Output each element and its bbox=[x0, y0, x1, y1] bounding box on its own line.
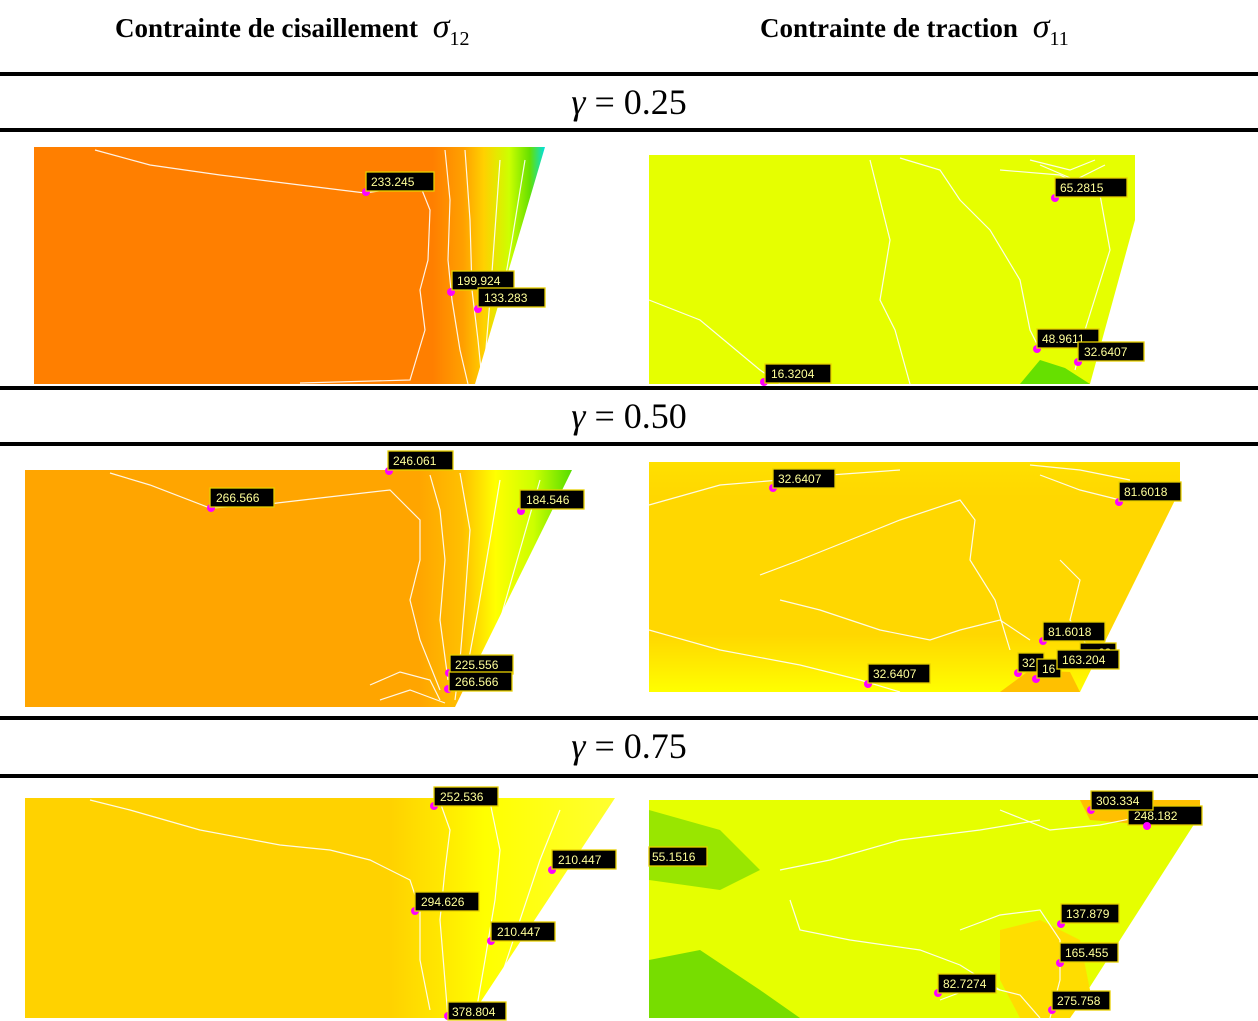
svg-text:32.6407: 32.6407 bbox=[1084, 345, 1128, 359]
plot-tension-gamma-025 bbox=[648, 155, 1135, 385]
svg-text:266.566: 266.566 bbox=[455, 675, 499, 689]
value-tag: 184.546 bbox=[517, 489, 585, 515]
svg-text:225.556: 225.556 bbox=[455, 658, 499, 672]
header-tensile-stress: Contrainte de traction σ11 bbox=[760, 8, 1069, 51]
value-tag: 81.6018 bbox=[1115, 481, 1182, 506]
rule-under-gamma-1 bbox=[0, 128, 1258, 132]
svg-text:137.879: 137.879 bbox=[1066, 907, 1110, 921]
svg-text:133.283: 133.283 bbox=[484, 291, 528, 305]
value-tag: 137.879 bbox=[1057, 903, 1120, 928]
value-tag: 133.283 bbox=[474, 287, 546, 313]
value-tag: 81.6018 bbox=[1039, 621, 1106, 645]
rule-above-gamma-2 bbox=[0, 386, 1258, 390]
value-tag: 266.566 bbox=[207, 487, 275, 512]
value-tag: 303.334 bbox=[1087, 790, 1154, 814]
svg-text:248.182: 248.182 bbox=[1134, 809, 1178, 823]
svg-text:210.447: 210.447 bbox=[497, 925, 541, 939]
rule-above-gamma-3 bbox=[0, 716, 1258, 720]
value-tag: 165.455 bbox=[1056, 942, 1119, 967]
value-tag: 210.447 bbox=[548, 849, 617, 874]
header-tensile-symbol: σ11 bbox=[1032, 8, 1069, 50]
value-tag: 16 bbox=[1032, 658, 1062, 683]
svg-text:210.447: 210.447 bbox=[558, 853, 602, 867]
value-tag: 252.536 bbox=[430, 786, 499, 810]
svg-text:184.546: 184.546 bbox=[526, 493, 570, 507]
svg-text:65.2815: 65.2815 bbox=[1060, 181, 1104, 195]
rule-under-gamma-2 bbox=[0, 442, 1258, 446]
svg-text:32: 32 bbox=[1022, 656, 1036, 670]
svg-text:32.6407: 32.6407 bbox=[873, 667, 917, 681]
value-tag: 246.061 bbox=[385, 450, 454, 475]
svg-text:55.1516: 55.1516 bbox=[652, 850, 696, 864]
value-tag: 32.6407 bbox=[1074, 341, 1145, 366]
svg-text:294.626: 294.626 bbox=[421, 895, 465, 909]
gamma-label-1: γ = 0.25 bbox=[571, 82, 687, 122]
svg-text:303.334: 303.334 bbox=[1096, 794, 1140, 808]
value-tag: 32 bbox=[1014, 652, 1045, 677]
value-tag: 275.758 bbox=[1048, 990, 1111, 1014]
value-tag: 233.245 bbox=[362, 171, 435, 196]
plot-shear-gamma-050 bbox=[25, 470, 572, 707]
svg-text:275.758: 275.758 bbox=[1057, 994, 1101, 1008]
svg-text:246.061: 246.061 bbox=[393, 454, 437, 468]
value-tag: 55.1516 bbox=[648, 846, 708, 867]
svg-text:81.6018: 81.6018 bbox=[1048, 625, 1092, 639]
value-tag bbox=[1143, 822, 1151, 830]
header-tensile-text: Contrainte de traction bbox=[760, 13, 1018, 43]
header-shear-symbol: σ12 bbox=[432, 8, 470, 50]
svg-text:199.924: 199.924 bbox=[457, 274, 501, 288]
svg-text:252.536: 252.536 bbox=[440, 790, 484, 804]
plot-shear-gamma-025 bbox=[34, 147, 545, 385]
svg-text:32.6407: 32.6407 bbox=[778, 472, 822, 486]
value-tag: 199.924 bbox=[447, 270, 515, 296]
value-tag: 32.6407 bbox=[864, 663, 931, 688]
gamma-label-2: γ = 0.50 bbox=[571, 396, 687, 436]
svg-text:378.804: 378.804 bbox=[452, 1005, 496, 1019]
value-tag: 210.447 bbox=[487, 921, 556, 945]
svg-text:165.455: 165.455 bbox=[1065, 946, 1109, 960]
svg-text:16: 16 bbox=[1042, 662, 1056, 676]
value-tag: 248.182 bbox=[1127, 805, 1203, 826]
value-tag: 82.7274 bbox=[934, 973, 997, 997]
value-tag: 16.3204 bbox=[760, 363, 832, 386]
value-tag: 294.626 bbox=[411, 891, 480, 915]
svg-text:233.245: 233.245 bbox=[371, 175, 415, 189]
svg-text:82.7274: 82.7274 bbox=[943, 977, 987, 991]
rule-under-gamma-3 bbox=[0, 774, 1258, 778]
value-tag: 65.2815 bbox=[1051, 177, 1128, 202]
rule-top bbox=[0, 72, 1258, 76]
header-shear-text: Contrainte de cisaillement bbox=[115, 13, 418, 43]
svg-text:163.204: 163.204 bbox=[1062, 653, 1106, 667]
gamma-label-3: γ = 0.75 bbox=[571, 726, 687, 766]
value-tag: 32.6407 bbox=[769, 468, 836, 492]
value-tag: 378.804 bbox=[444, 1001, 507, 1021]
value-tag: 163.204 bbox=[1056, 649, 1120, 670]
svg-text:266.566: 266.566 bbox=[216, 491, 260, 505]
value-tag: 225.556 bbox=[445, 654, 514, 677]
header-shear-stress: Contrainte de cisaillement σ12 bbox=[115, 8, 469, 51]
svg-text:81.6018: 81.6018 bbox=[1124, 485, 1168, 499]
svg-text:16.3204: 16.3204 bbox=[771, 367, 815, 381]
svg-text:48.9611: 48.9611 bbox=[1042, 332, 1085, 346]
value-tag: 266.566 bbox=[444, 671, 513, 693]
plot-shear-gamma-075 bbox=[25, 798, 615, 1019]
